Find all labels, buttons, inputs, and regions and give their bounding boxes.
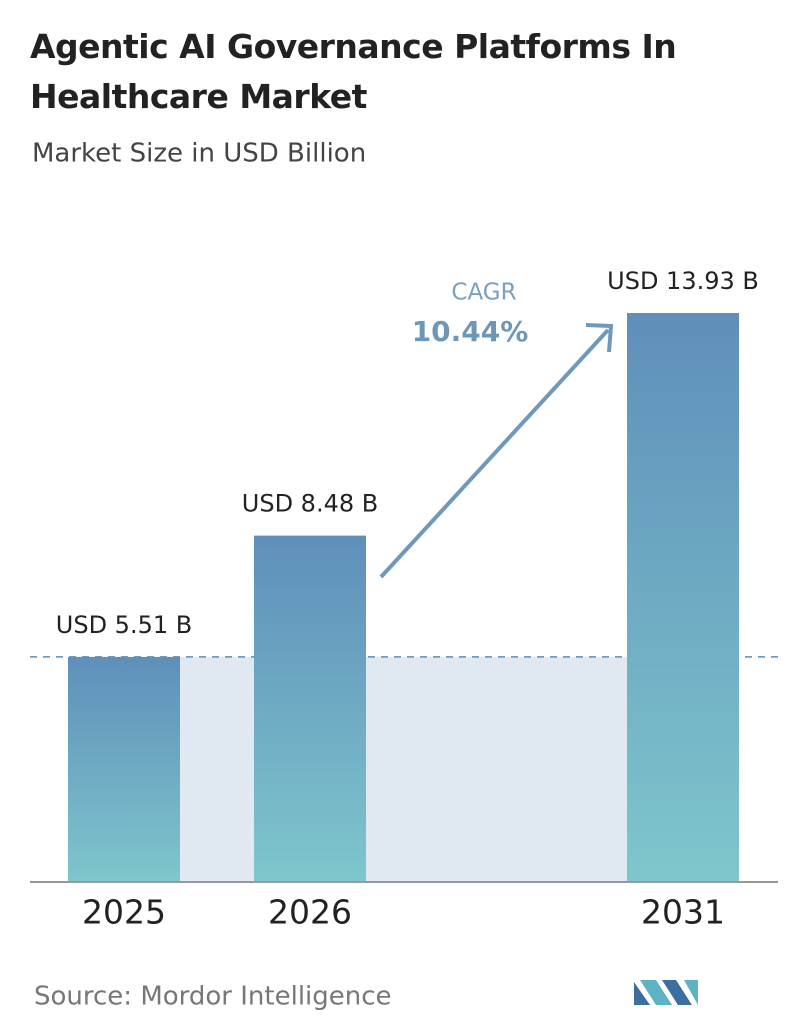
- x-tick-label: 2026: [268, 893, 352, 932]
- chart-subtitle: Market Size in USD Billion: [32, 139, 366, 169]
- cagr-arrow: [379, 328, 610, 579]
- x-tick-label: 2025: [82, 893, 166, 932]
- annotation-label: CAGR: [451, 280, 516, 306]
- x-tick-label: 2031: [641, 893, 725, 932]
- reference-band: [180, 656, 627, 882]
- value-label: USD 8.48 B: [242, 490, 378, 518]
- annotation-value: 10.44%: [412, 315, 529, 348]
- plot-area: USD 5.51 B 2025 USD 8.48 B 2026 USD 13.93 B 2…: [30, 267, 778, 932]
- value-label: USD 13.93 B: [607, 267, 759, 295]
- chart-title: Agentic AI Governance Platforms In Healt…: [30, 27, 677, 116]
- value-label: USD 5.51 B: [56, 611, 192, 639]
- cagr-arrow-head: [585, 323, 614, 353]
- title-box: Agentic AI Governance Platforms In Healt…: [30, 27, 677, 116]
- source: Source: Mordor Intelligence: [34, 982, 392, 1012]
- bar: [68, 656, 180, 882]
- bar: [254, 535, 366, 882]
- logo: [634, 980, 698, 1005]
- bar: [627, 313, 739, 882]
